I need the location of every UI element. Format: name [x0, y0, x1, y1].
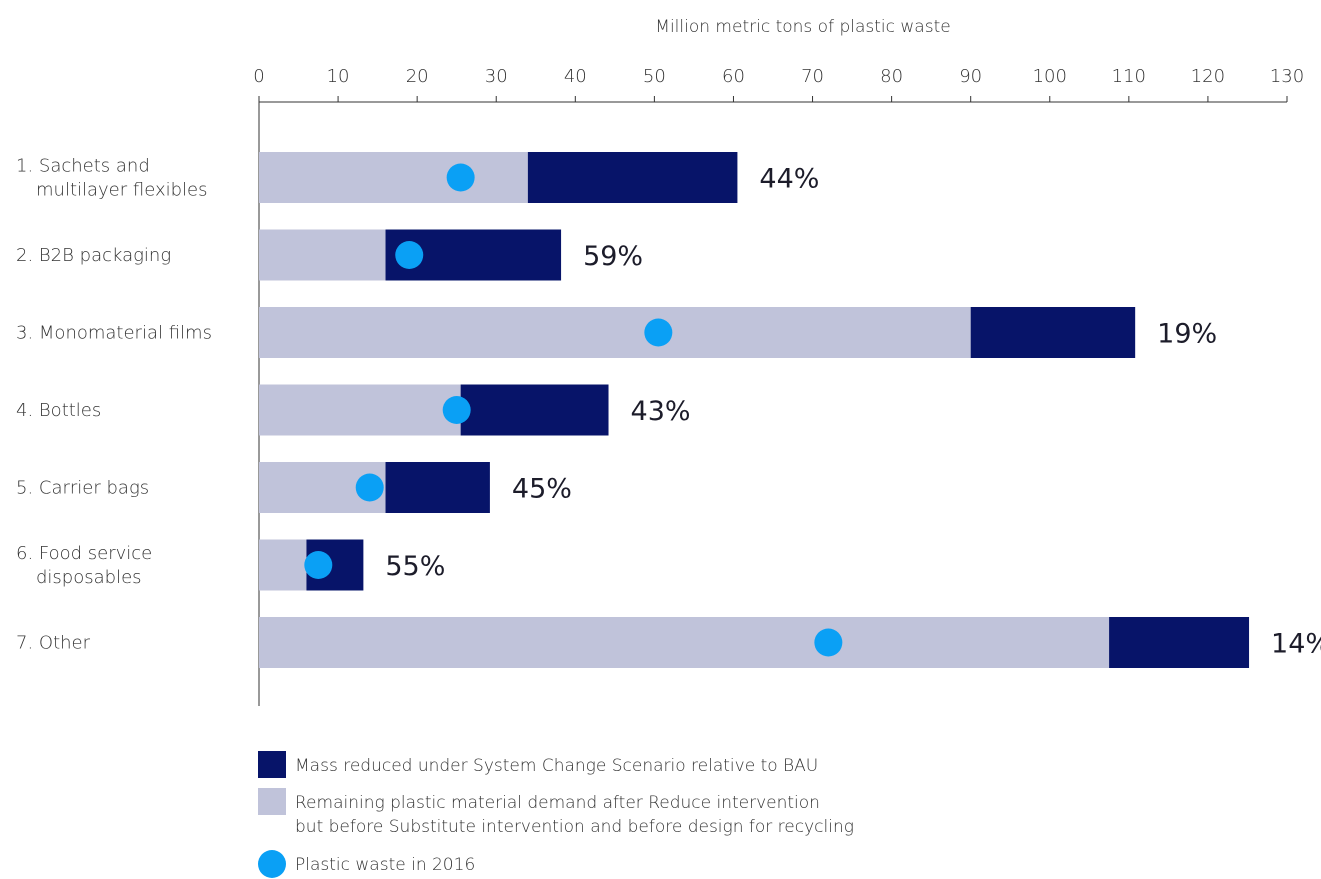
- legend-label: Mass reduced under System Change Scenari…: [295, 756, 818, 776]
- data-label: 55%: [385, 551, 445, 582]
- bar-remaining: [259, 307, 971, 358]
- bar-reduced: [460, 384, 609, 436]
- category-label: 4. Bottles: [16, 400, 101, 421]
- marker-2016: [446, 163, 475, 192]
- x-tick-label: 10: [327, 66, 350, 87]
- category-labels: 1. Sachets and multilayer flexibles 2. B2B…: [16, 156, 212, 654]
- data-label: 19%: [1157, 319, 1217, 350]
- bar-remaining: [259, 229, 386, 281]
- data-label: 14%: [1271, 629, 1321, 660]
- legend-label: but before Substitute intervention and b…: [295, 817, 854, 837]
- x-tick-label: 130: [1270, 66, 1304, 87]
- category-label: 6. Food service: [16, 543, 152, 564]
- marker-2016: [442, 396, 471, 424]
- x-tick-label: 80: [880, 66, 903, 87]
- x-tick-label: 0: [253, 66, 264, 87]
- x-tick-label: 50: [643, 66, 666, 87]
- category-label: 2. B2B packaging: [16, 245, 171, 266]
- category-label: 1. Sachets and: [16, 156, 150, 177]
- bar-remaining: [259, 384, 461, 436]
- marker-2016: [355, 473, 384, 502]
- data-label: 43%: [631, 396, 691, 427]
- x-tick-label: 20: [406, 66, 429, 87]
- x-tick-label: 70: [801, 66, 824, 87]
- category-label: disposables: [36, 567, 142, 588]
- category-label: 5. Carrier bags: [16, 478, 149, 499]
- marker-2016: [644, 318, 673, 347]
- data-label: 59%: [583, 241, 643, 272]
- x-axis: 0 10 20 30 40 50 60 70 80 90 100 110 120 130: [253, 66, 1304, 706]
- category-label: multilayer flexibles: [36, 180, 208, 201]
- marker-2016: [814, 628, 843, 657]
- x-tick-label: 120: [1191, 66, 1225, 87]
- x-tick-label: 90: [959, 66, 982, 87]
- legend-marker: [258, 850, 286, 878]
- legend-label: Remaining plastic material demand after …: [295, 793, 820, 813]
- bar-reduced: [385, 462, 490, 513]
- x-tick-label: 60: [722, 66, 745, 87]
- legend-swatch-remaining: [258, 788, 286, 815]
- x-tick-label: 100: [1033, 66, 1067, 87]
- bar-remaining: [259, 539, 307, 591]
- legend-label: Plastic waste in 2016: [295, 855, 475, 875]
- legend-swatch-reduced: [258, 751, 286, 778]
- data-label: 45%: [512, 474, 572, 505]
- x-axis-title: Million metric tons of plastic waste: [655, 17, 950, 37]
- marker-2016: [304, 551, 333, 579]
- x-tick-label: 40: [564, 66, 587, 87]
- x-tick-label: 30: [485, 66, 508, 87]
- bar-reduced: [1109, 617, 1250, 668]
- bar-remaining: [259, 152, 528, 203]
- category-label: 7. Other: [16, 633, 91, 654]
- bar-remaining: [259, 617, 1110, 668]
- x-tick-label: 110: [1112, 66, 1146, 87]
- marker-2016: [395, 241, 424, 269]
- data-label: 44%: [759, 164, 819, 195]
- bars: 44% 59% 19% 43% 45% 55% 14%: [259, 152, 1321, 668]
- category-label: 3. Monomaterial films: [16, 323, 212, 344]
- legend: Mass reduced under System Change Scenari…: [258, 751, 854, 878]
- bar-reduced: [970, 307, 1136, 358]
- bar-reduced: [527, 152, 738, 203]
